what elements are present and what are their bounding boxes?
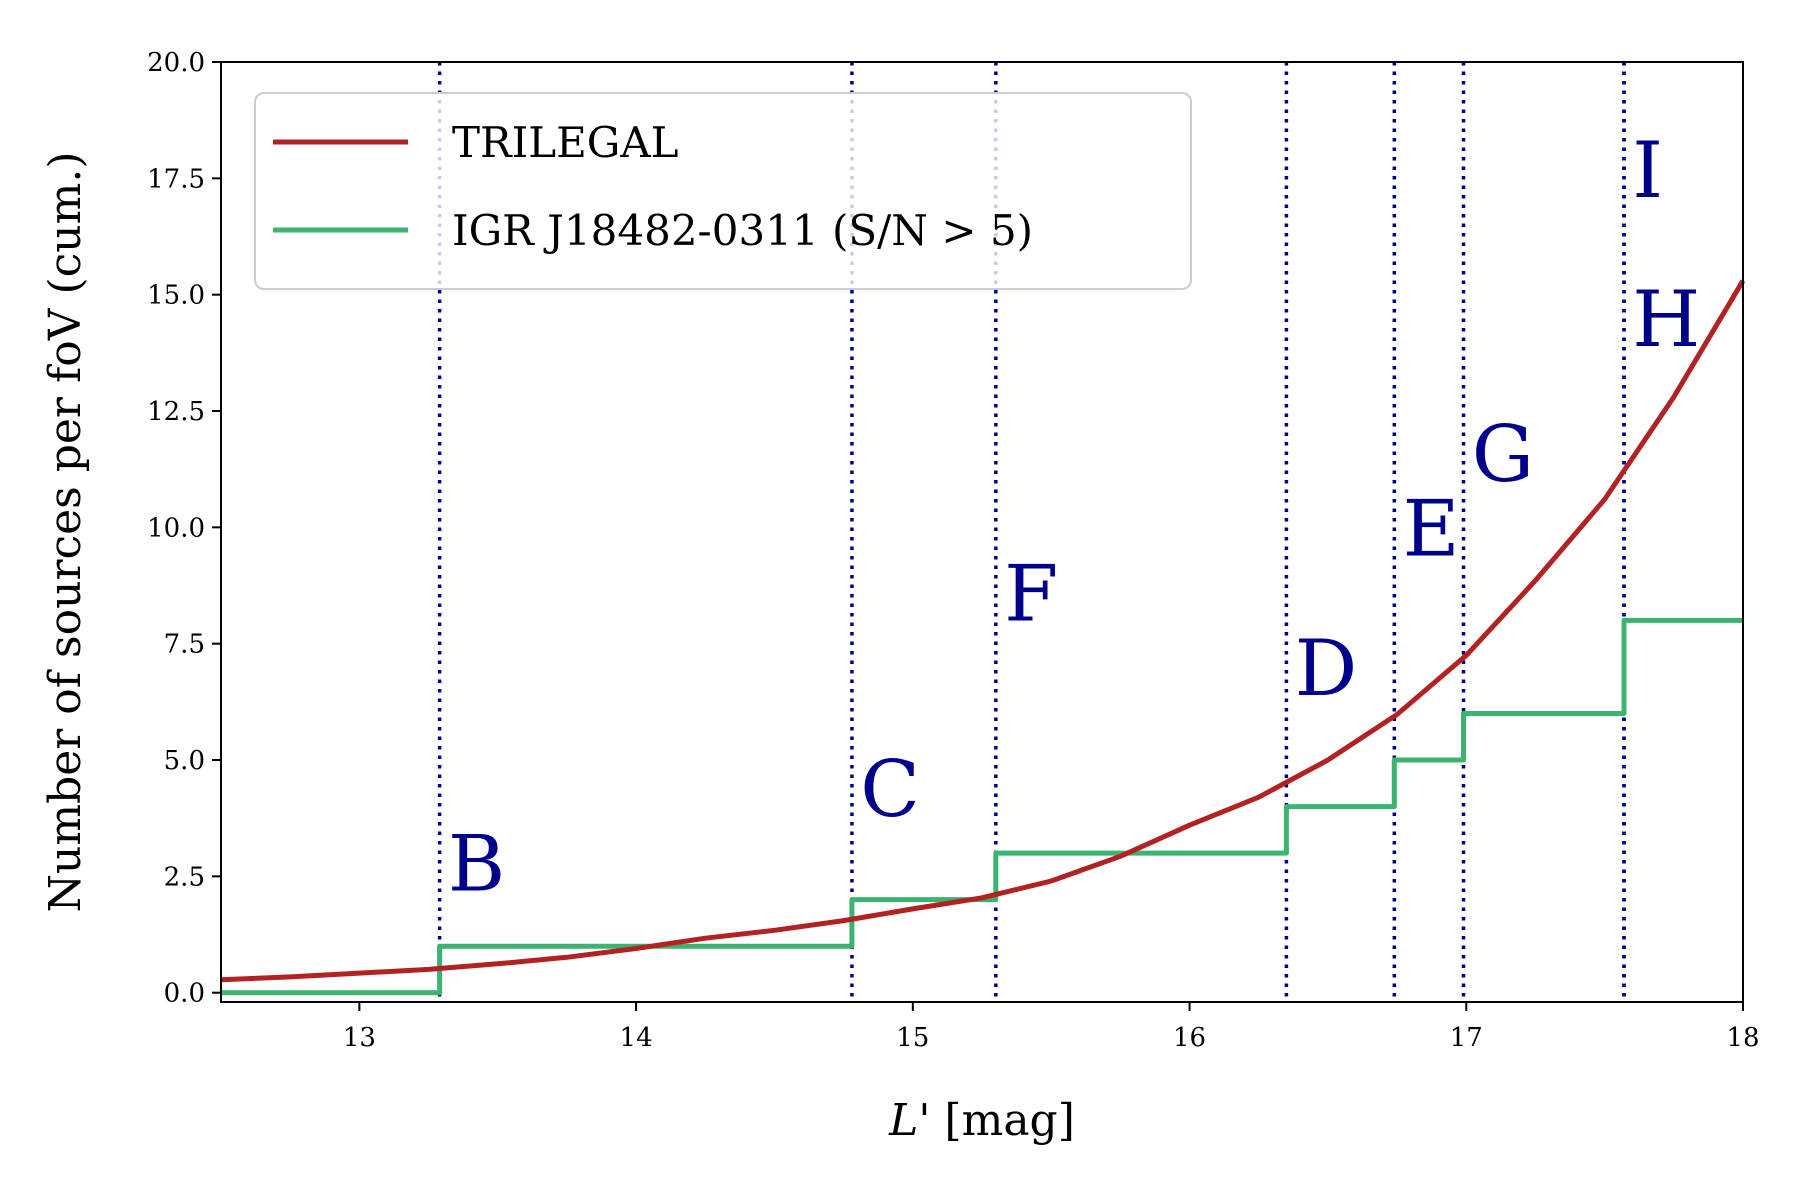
marker-label-f: F — [1004, 549, 1058, 639]
y-tick-label: 12.5 — [147, 397, 205, 427]
legend-label: TRILEGAL — [452, 118, 679, 167]
x-tick-label: 13 — [343, 1023, 376, 1053]
series-line-trilegal — [220, 279, 1746, 983]
x-tick-label: 15 — [896, 1023, 929, 1053]
x-tick-label: 17 — [1450, 1023, 1483, 1053]
y-axis-title: Number of sources per foV (cum.) — [40, 151, 91, 912]
y-tick-label: 10.0 — [147, 513, 205, 543]
y-tick-label: 17.5 — [147, 164, 205, 194]
series-layer — [220, 279, 1746, 996]
y-tick-label: 7.5 — [164, 630, 205, 660]
x-tick-label: 18 — [1726, 1023, 1759, 1053]
x-tick-label: 14 — [620, 1023, 653, 1053]
marker-label-e: E — [1403, 484, 1460, 574]
marker-label-g: G — [1472, 410, 1534, 500]
y-tick-label: 0.0 — [164, 979, 205, 1009]
series-line-step — [221, 617, 1743, 996]
marker-label-d: D — [1295, 624, 1358, 714]
y-tick-label: 15.0 — [147, 281, 205, 311]
x-tick-label: 16 — [1173, 1023, 1206, 1053]
marker-label-h: H — [1632, 275, 1700, 365]
y-tick-label: 5.0 — [164, 746, 205, 776]
marker-label-c: C — [860, 745, 920, 835]
x-axis-title-unit: [mag] — [930, 1095, 1074, 1146]
marker-label-i: I — [1632, 126, 1663, 216]
legend: TRILEGAL IGR J18482-0311 (S/N > 5) — [254, 92, 1192, 290]
vertical-lines: B C F DEG HI — [437, 62, 1700, 1002]
x-axis-title-symbol: L' — [888, 1095, 930, 1146]
y-tick-label: 2.5 — [164, 862, 205, 892]
legend-label: IGR J18482-0311 (S/N > 5) — [452, 206, 1033, 255]
x-axis-title: L' [mag] — [888, 1095, 1075, 1146]
axis-ticks: 13 14 15 16 17 18 0.0 2.5 5.0 7.5 10.0 12.5 15.0 17.5… — [147, 48, 1759, 1053]
legend-box — [254, 92, 1192, 290]
plot-frame — [220, 61, 1744, 1003]
y-tick-label: 20.0 — [147, 48, 205, 78]
marker-label-b: B — [448, 819, 505, 909]
